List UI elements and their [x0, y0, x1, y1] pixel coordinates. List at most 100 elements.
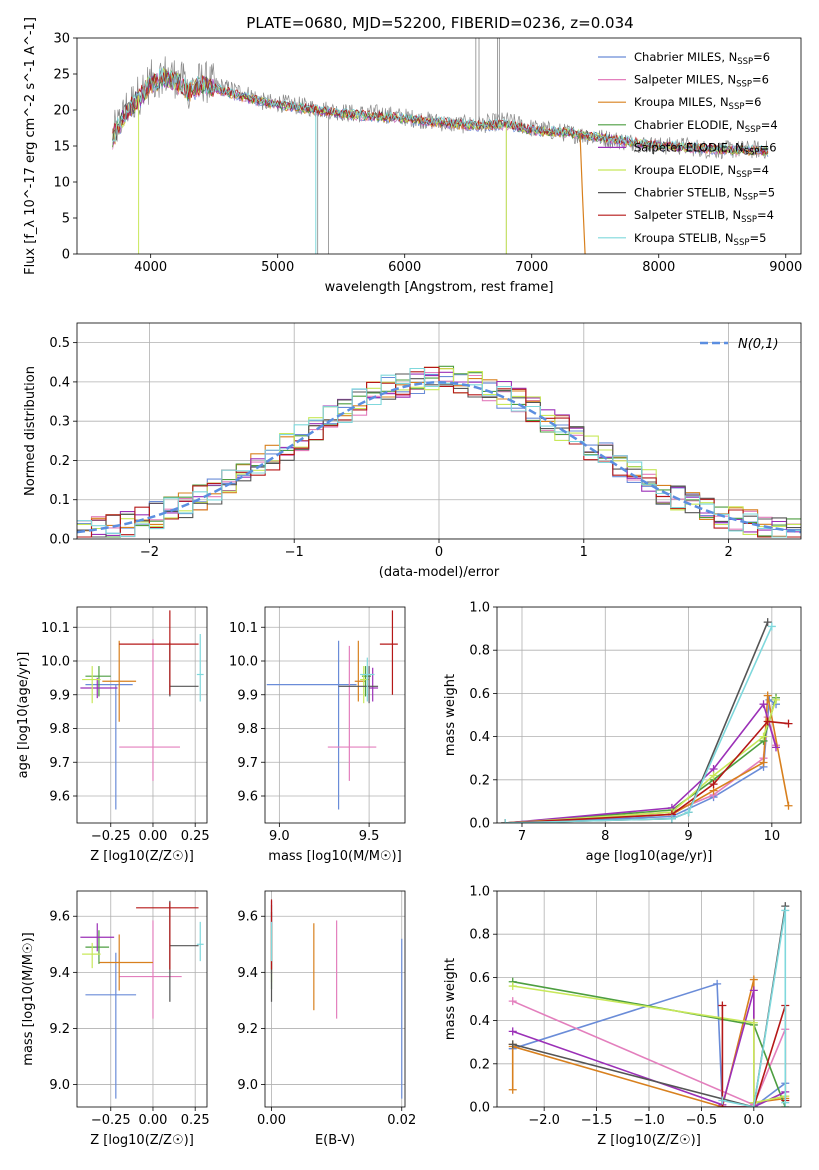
weight-marker: [709, 780, 718, 789]
x-axis-label: (data-model)/error: [379, 565, 500, 580]
legend-label: Chabrier MILES, NSSP=6: [634, 50, 770, 67]
y-axis-label: Normed distribution: [23, 366, 38, 496]
weight-marker: [684, 808, 693, 817]
x-tick-label: 10: [764, 829, 781, 844]
weight-marker: [749, 986, 758, 995]
weight-line: [505, 716, 777, 823]
weight-line: [505, 698, 777, 823]
panel-mass_vs_Z: −0.25 0.00 0.25 9.0 9.2 9.4 9.6 Z [log10(Z/Z☉)]…: [21, 890, 210, 1148]
legend-model-name: Kroupa STELIB, N: [634, 231, 734, 245]
legend-model-name: Kroupa ELODIE, N: [634, 163, 736, 177]
x-tick-label: 9: [684, 829, 692, 844]
axes-frame: [264, 606, 406, 824]
weight-marker: [772, 743, 781, 752]
x-tick-label: −0.5: [686, 1113, 718, 1128]
y-tick-label: 1.0: [469, 601, 490, 616]
y-tick-label: 0.0: [469, 817, 490, 832]
x-tick-label: 1: [580, 545, 588, 560]
y-tick-label: 10.0: [41, 655, 70, 670]
x-axis-label: Z [log10(Z/Z☉)]: [90, 849, 194, 864]
legend-nssp: =6: [753, 50, 770, 64]
y-tick-label: 0.5: [49, 336, 70, 351]
legend-label: Salpeter MILES, NSSP=6: [634, 73, 769, 90]
y-tick-label: 10.1: [229, 621, 258, 636]
x-tick-label: 8: [601, 829, 609, 844]
plot-area: [265, 607, 405, 823]
plot-area: [497, 607, 801, 823]
x-tick-label: 8000: [642, 260, 675, 275]
weight-marker: [759, 758, 768, 767]
weight-line: [512, 985, 786, 1104]
x-tick-label: 4000: [134, 260, 167, 275]
y-tick-label: 10.1: [41, 621, 70, 636]
y-tick-label: 9.8: [237, 722, 258, 737]
weight-line: [722, 910, 787, 1107]
x-axis-label: wavelength [Angstrom, rest frame]: [325, 280, 554, 295]
weight-line: [505, 699, 777, 823]
x-tick-label: 9.5: [359, 829, 380, 844]
weight-marker: [713, 979, 722, 988]
legend-subscript: SSP: [736, 80, 752, 90]
plot-area: [77, 323, 801, 539]
x-tick-label: 0.02: [387, 1113, 416, 1128]
y-tick-label: 0.0: [469, 1101, 490, 1116]
y-tick-label: 0.0: [49, 533, 70, 548]
legend-nssp: =6: [744, 95, 761, 109]
y-tick-label: 9.9: [237, 688, 258, 703]
legend-subscript: SSP: [729, 102, 745, 112]
y-tick-label: 0.6: [469, 687, 490, 702]
weight-marker: [767, 622, 776, 631]
y-tick-label: 9.7: [49, 756, 70, 771]
y-tick-label: 9.2: [49, 1022, 70, 1037]
x-tick-label: 9.0: [269, 829, 290, 844]
histogram-steps: [77, 367, 801, 538]
legend-label: Kroupa STELIB, NSSP=5: [634, 231, 766, 248]
x-axis-label: Z [log10(Z/Z☉)]: [597, 1133, 701, 1148]
x-tick-label: 0.00: [138, 829, 167, 844]
weight-marker: [759, 700, 768, 709]
panel-weight_vs_age: 7 8 9 10 0.0 0.2 0.4 0.6 0.8 1.0 age [log10(age/yr…: [443, 601, 802, 864]
legend-model-name: Chabrier ELODIE, N: [634, 118, 745, 132]
y-tick-label: 9.2: [237, 1022, 258, 1037]
y-tick-label: 0.2: [469, 773, 490, 788]
legend-model-name: Salpeter MILES, N: [634, 73, 736, 87]
plot-area: [497, 891, 801, 1107]
panel-weight_vs_Z: −2.0 −1.5 −1.0 −0.5 0.0 0.0 0.2 0.4 0.6 0.8 1.0 Z […: [443, 885, 802, 1148]
y-tick-label: 0.8: [469, 644, 490, 659]
y-tick-label: 0.2: [469, 1057, 490, 1072]
legend-label: Salpeter ELODIE, NSSP=6: [634, 140, 777, 157]
x-tick-label: −1.0: [633, 1113, 665, 1128]
weight-marker: [709, 771, 718, 780]
x-tick-label: 7000: [515, 260, 548, 275]
y-tick-label: 15: [53, 140, 70, 155]
x-tick-label: 0.25: [181, 1113, 210, 1128]
legend-subscript: SSP: [745, 125, 761, 135]
weight-marker: [718, 1001, 727, 1010]
panel-age_vs_mass: 9.0 9.5 9.6 9.7 9.8 9.9 10.0 10.1 mass [log10(M/…: [229, 606, 406, 864]
legend-subscript: SSP: [737, 57, 753, 67]
y-tick-label: 25: [53, 68, 70, 83]
y-tick-label: 0.1: [49, 493, 70, 508]
legend-model-name: Salpeter ELODIE, N: [634, 140, 744, 154]
weight-marker: [508, 982, 517, 991]
weight-marker: [784, 801, 793, 810]
x-axis-label: Z [log10(Z/Z☉)]: [90, 1133, 194, 1148]
weight-line: [505, 697, 777, 823]
x-tick-label: 0.00: [257, 1113, 286, 1128]
x-tick-label: −1: [285, 545, 304, 560]
x-axis-label: age [log10(age/yr)]: [586, 849, 713, 864]
x-tick-label: 2: [724, 545, 732, 560]
axes-frame: [76, 890, 208, 1108]
y-tick-label: 9.7: [237, 756, 258, 771]
y-tick-label: 0.2: [49, 454, 70, 469]
weight-marker: [781, 1098, 790, 1107]
spectrum-model-line: [112, 67, 769, 154]
legend-model-name: Chabrier STELIB, N: [634, 186, 742, 200]
legend-label: Chabrier ELODIE, NSSP=4: [634, 118, 778, 135]
x-tick-label: 9000: [769, 260, 802, 275]
legend-nssp: =4: [752, 163, 769, 177]
legend-model-name: Kroupa MILES, N: [634, 95, 729, 109]
weight-marker: [784, 719, 793, 728]
x-axis-label: E(B-V): [315, 1133, 355, 1148]
